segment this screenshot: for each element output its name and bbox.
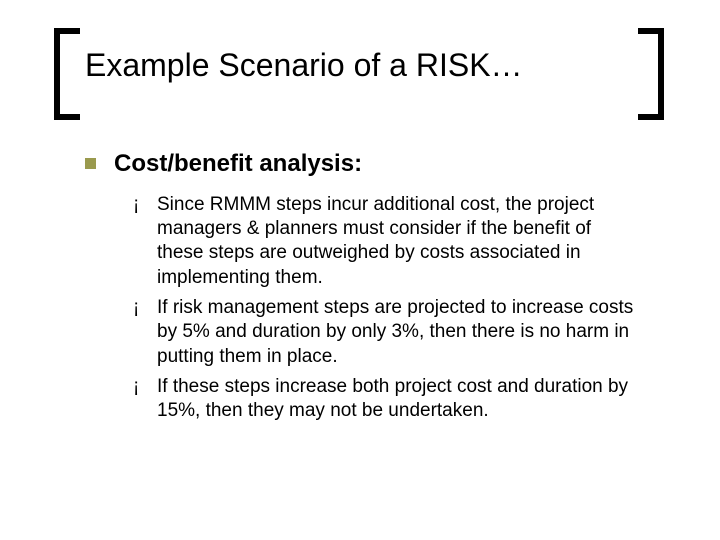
- bracket-left-icon: [54, 28, 80, 120]
- slide-title: Example Scenario of a RISK…: [85, 48, 630, 83]
- heading-text: Cost/benefit analysis:: [114, 150, 362, 179]
- list-item-text: Since RMMM steps incur additional cost, …: [157, 193, 640, 290]
- list-item: ¡ If risk management steps are projected…: [133, 296, 640, 369]
- sub-bullet-icon: ¡: [133, 375, 157, 399]
- slide-body: Cost/benefit analysis: ¡ Since RMMM step…: [85, 150, 640, 430]
- sub-bullet-icon: ¡: [133, 296, 157, 320]
- list-item-text: If these steps increase both project cos…: [157, 375, 640, 424]
- slide: Example Scenario of a RISK… Cost/benefit…: [0, 0, 720, 540]
- square-bullet-icon: [85, 158, 96, 169]
- list-item-text: If risk management steps are projected t…: [157, 296, 640, 369]
- bracket-right-icon: [638, 28, 664, 120]
- list-item: ¡ If these steps increase both project c…: [133, 375, 640, 424]
- sub-bullet-icon: ¡: [133, 193, 157, 217]
- list-item: ¡ Since RMMM steps incur additional cost…: [133, 193, 640, 290]
- heading-row: Cost/benefit analysis:: [85, 150, 640, 179]
